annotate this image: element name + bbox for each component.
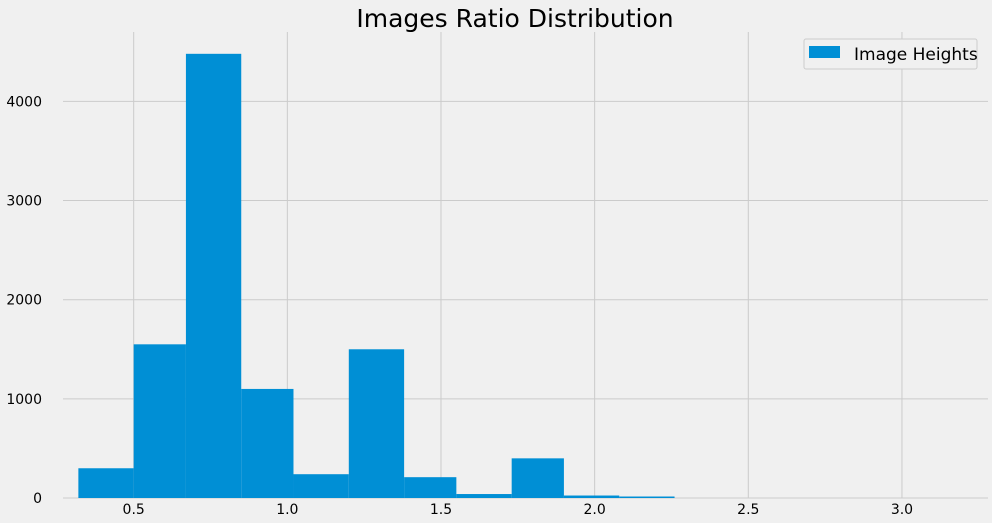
histogram-bar — [348, 349, 405, 498]
y-tick-label: 1000 — [6, 392, 42, 408]
x-tick-label: 2.0 — [584, 502, 606, 518]
histogram-bar — [185, 53, 242, 498]
y-tick-label: 0 — [33, 491, 42, 507]
histogram-bar — [619, 496, 675, 498]
x-tick-label: 1.0 — [276, 502, 298, 518]
histogram-bars — [78, 53, 675, 498]
x-tick-label: 2.5 — [737, 502, 759, 518]
x-tick-label: 3.0 — [891, 502, 913, 518]
histogram-bar — [404, 477, 457, 498]
histogram-bar — [511, 458, 564, 498]
histogram-bar — [456, 494, 512, 498]
legend-box — [803, 38, 978, 70]
y-tick-label: 2000 — [6, 293, 42, 309]
y-tick-label: 3000 — [6, 194, 42, 210]
legend-label-image-heights: Image Heights — [854, 45, 978, 65]
histogram-bar — [133, 344, 186, 498]
legend: Image Heights — [803, 38, 978, 70]
axis-tick-labels: 0.5 1.0 1.5 2.0 2.5 3.0 0 1000 2000 3000 4000 — [6, 94, 913, 518]
x-tick-label: 0.5 — [123, 502, 145, 518]
histogram-bar — [241, 388, 294, 498]
chart-title: Images Ratio Distribution — [356, 4, 673, 33]
histogram-bar — [78, 468, 134, 498]
histogram-bar — [563, 495, 620, 498]
y-tick-label: 4000 — [6, 94, 42, 110]
x-tick-label: 1.5 — [430, 502, 452, 518]
histogram-bar — [293, 474, 349, 498]
legend-swatch-image-heights — [809, 46, 840, 58]
